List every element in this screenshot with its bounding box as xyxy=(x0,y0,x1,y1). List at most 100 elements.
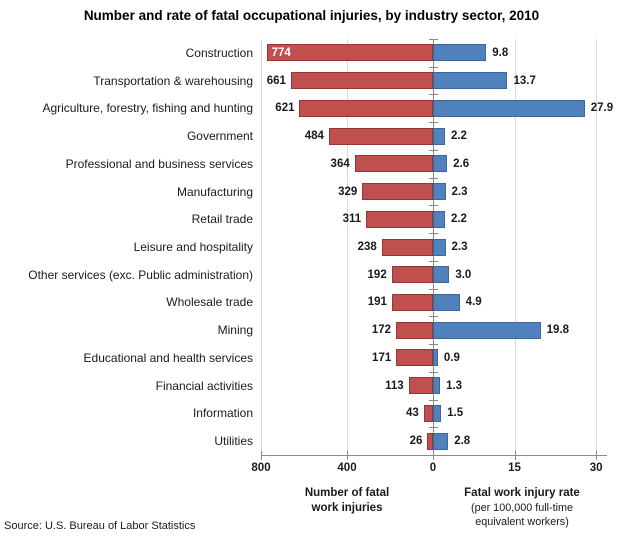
value-axis-tick xyxy=(596,451,598,460)
rate-value-label: 4.9 xyxy=(465,296,482,309)
category-axis-tick xyxy=(429,122,438,124)
injury-rate-bar xyxy=(433,377,441,395)
rate-value-label: 2.8 xyxy=(454,435,471,448)
right-axis-subtitle-line2: equivalent workers) xyxy=(475,516,569,528)
source-note: Source: U.S. Bureau of Labor Statistics xyxy=(4,520,196,532)
rate-value-label: 27.9 xyxy=(590,102,614,115)
axis-tick-label: 800 xyxy=(251,462,271,474)
count-value-label: 171 xyxy=(372,351,392,364)
injury-count-bar xyxy=(423,404,433,422)
category-axis-tick xyxy=(429,205,438,207)
count-value-label: 113 xyxy=(385,379,404,392)
category-label: Agriculture, forestry, fishing and hunti… xyxy=(42,101,253,116)
category-label: Information xyxy=(192,406,253,421)
injury-rate-bar xyxy=(433,44,487,62)
rate-value-label: 2.2 xyxy=(450,213,467,226)
count-value-label: 43 xyxy=(405,407,419,420)
rate-value-label: 9.8 xyxy=(492,46,509,59)
value-axis-tick xyxy=(433,451,434,460)
injury-rate-bar xyxy=(433,404,442,422)
injury-rate-bar xyxy=(433,238,446,256)
category-axis-tick xyxy=(429,399,438,401)
category-label: Wholesale trade xyxy=(166,295,253,310)
count-value-label: 26 xyxy=(409,435,423,448)
category-label: Financial activities xyxy=(155,378,253,393)
injury-count-bar xyxy=(299,99,433,117)
rate-value-label: 13.7 xyxy=(513,74,536,87)
injury-rate-bar xyxy=(433,266,450,284)
count-value-label: 172 xyxy=(371,324,392,337)
right-axis-subtitle-line1: (per 100,000 full-time xyxy=(470,502,574,514)
rate-value-label: 2.2 xyxy=(450,130,467,143)
count-value-label: 621 xyxy=(275,102,295,115)
gridline xyxy=(514,39,516,455)
injury-count-bar xyxy=(391,266,433,284)
category-label: Government xyxy=(186,129,253,144)
injury-rate-bar xyxy=(433,99,585,117)
injury-count-bar xyxy=(290,72,433,90)
injury-rate-bar xyxy=(433,321,541,339)
category-label: Transportation & warehousing xyxy=(93,73,253,88)
value-axis-tick xyxy=(514,451,516,460)
injury-count-bar xyxy=(328,127,433,145)
category-label: Construction xyxy=(185,45,253,60)
category-axis-tick xyxy=(429,288,438,290)
injury-count-bar xyxy=(362,183,433,201)
axis-tick-label: 15 xyxy=(508,462,521,474)
injury-count-bar xyxy=(366,210,433,228)
category-axis-tick xyxy=(429,316,438,318)
gridline xyxy=(596,39,598,455)
injury-rate-bar xyxy=(433,127,445,145)
category-label: Leisure and hospitality xyxy=(133,240,253,254)
category-axis-tick xyxy=(429,66,438,68)
category-axis-tick xyxy=(429,149,438,151)
rate-value-label: 3.0 xyxy=(455,268,472,281)
gridline xyxy=(347,39,348,455)
axis-tick-label: 0 xyxy=(429,462,437,474)
category-axis-tick xyxy=(429,39,438,40)
injury-rate-bar xyxy=(433,155,448,173)
value-axis-line xyxy=(261,455,607,456)
category-axis-tick xyxy=(429,427,438,429)
count-value-label: 192 xyxy=(367,268,387,281)
category-label: Professional and business services xyxy=(65,156,253,171)
rate-value-label: 1.5 xyxy=(447,407,464,420)
count-value-label: 238 xyxy=(357,241,377,253)
injury-rate-bar xyxy=(433,210,445,228)
axis-tick-label: 30 xyxy=(589,462,603,474)
count-value-label: 774 xyxy=(271,46,291,59)
chart-title: Number and rate of fatal occupational in… xyxy=(83,8,540,23)
injury-count-bar xyxy=(381,238,433,256)
category-label: Mining xyxy=(217,323,253,338)
injury-count-bar xyxy=(396,349,433,367)
rate-value-label: 1.3 xyxy=(446,379,463,392)
injury-rate-bar xyxy=(433,183,446,201)
rate-value-label: 19.8 xyxy=(546,324,570,337)
count-value-label: 484 xyxy=(304,130,324,143)
value-axis-tick xyxy=(261,451,262,460)
category-axis-tick xyxy=(429,344,438,346)
category-axis-tick xyxy=(429,177,438,179)
right-axis-title-main: Fatal work injury rate xyxy=(464,487,580,499)
gridline xyxy=(261,39,262,455)
injury-rate-bar xyxy=(433,293,460,311)
category-label: Utilities xyxy=(214,434,253,449)
category-label: Manufacturing xyxy=(176,184,253,199)
injury-count-bar xyxy=(396,321,433,339)
rate-value-label: 2.6 xyxy=(453,157,470,170)
count-value-label: 364 xyxy=(330,157,350,170)
axis-tick-label: 400 xyxy=(337,462,357,474)
left-axis-title: Number of fatal work injuries xyxy=(261,486,433,516)
rate-value-label: 2.3 xyxy=(451,185,468,198)
injury-rate-bar xyxy=(433,432,449,450)
injury-count-bar xyxy=(391,293,433,311)
injury-count-bar xyxy=(427,432,433,450)
injury-rate-bar xyxy=(433,349,438,367)
category-axis-tick xyxy=(429,260,438,262)
left-axis-title-line1: Number of fatal xyxy=(304,487,390,499)
category-label: Other services (exc. Public administrati… xyxy=(28,267,253,282)
category-axis-tick xyxy=(429,94,438,96)
count-value-label: 329 xyxy=(338,185,358,198)
injury-count-bar xyxy=(408,377,433,395)
count-value-label: 661 xyxy=(266,74,286,87)
